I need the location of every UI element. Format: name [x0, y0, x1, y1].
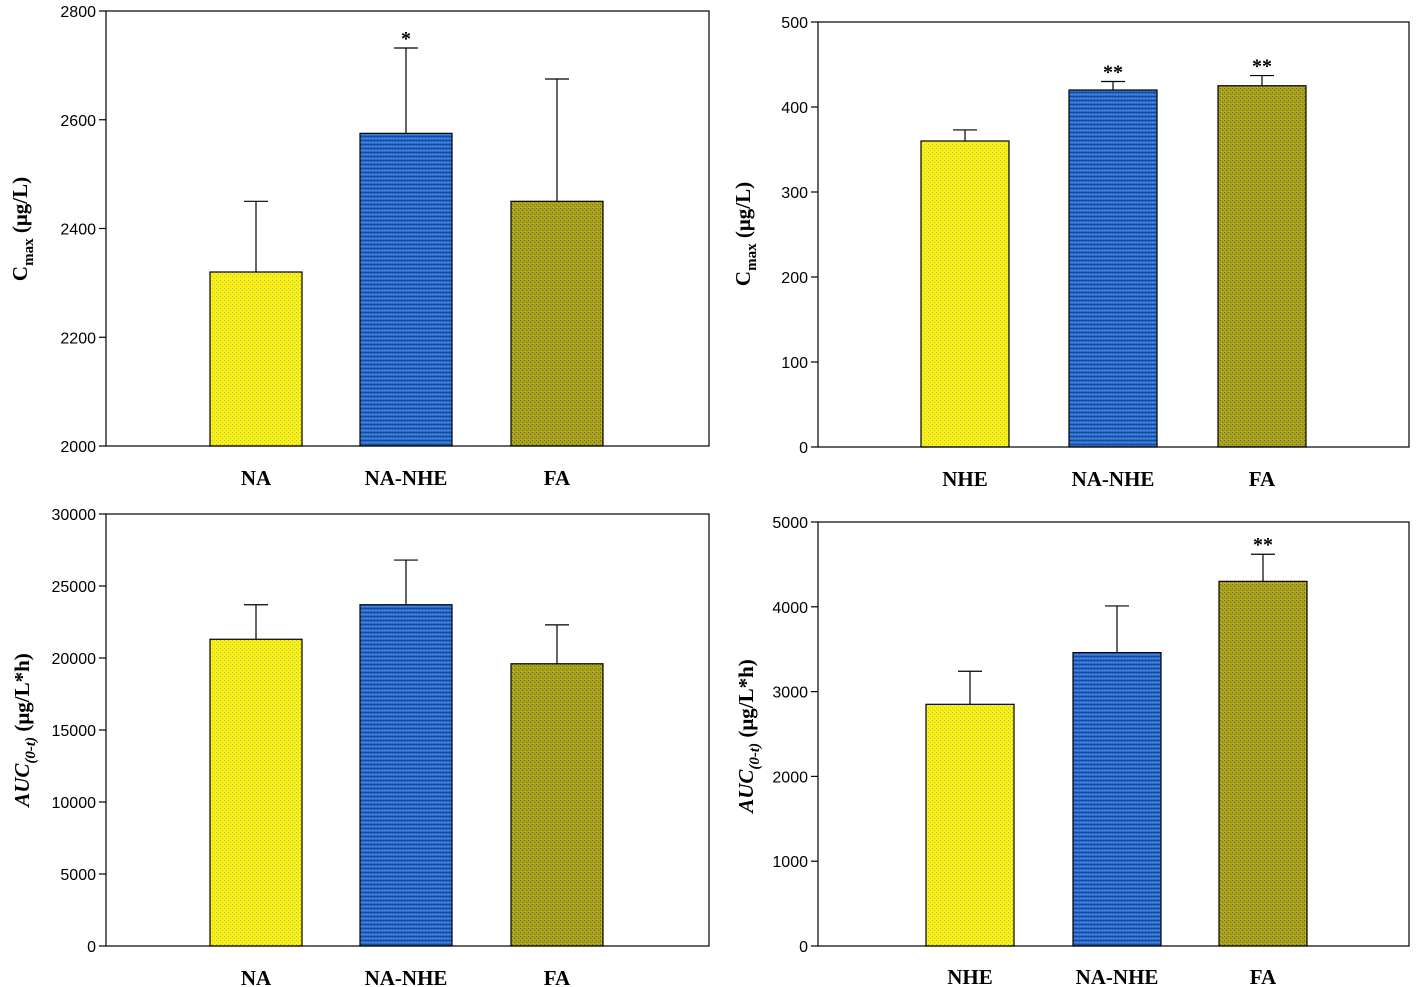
bar-na [209, 271, 303, 447]
y-axis-label-unit: (μg/L*h) [10, 653, 34, 737]
y-tick-label: 2000 [772, 769, 808, 786]
x-tick-label: NA [241, 966, 272, 987]
y-tick-label: 400 [781, 100, 808, 117]
y-tick-label: 100 [781, 355, 808, 372]
y-axis-label-unit: (μg/L*h) [734, 659, 758, 743]
y-tick-label: 2400 [60, 222, 96, 239]
y-tick-label: 0 [799, 939, 808, 956]
panel-auc-na: AUC(0-t) (μg/L*h) NA NA-NHE FA 0 5000 10000 15… [10, 507, 710, 987]
y-axis-label-sub: (0-t) [747, 743, 763, 770]
panel-cmax-nhe: Cmax (μg/L) NHE ** NA-NHE ** FA 0 100 200 300 400… [731, 15, 1410, 491]
bar-fa [1217, 85, 1307, 448]
y-axis-label-unit: (μg/L) [731, 182, 755, 243]
y-tick-label: 1000 [772, 854, 808, 871]
bar-fa [1218, 580, 1308, 947]
x-tick-label: FA [544, 466, 571, 490]
y-tick-label: 20000 [52, 651, 97, 668]
bar-fa [510, 200, 604, 447]
panel-auc-nhe: AUC(0-t) (μg/L*h) NHE NA-NHE ** FA 0 1000 2000… [734, 515, 1410, 987]
significance-marker: * [401, 28, 411, 50]
x-tick-label: FA [544, 966, 571, 987]
y-tick-label: 30000 [52, 507, 97, 524]
y-axis-label: AUC(0-t) (μg/L*h) [10, 653, 39, 809]
bar-na-nhe [1068, 89, 1158, 448]
y-tick-label: 2800 [60, 4, 96, 21]
y-tick-label: 300 [781, 185, 808, 202]
y-axis-label-unit: (μg/L) [8, 177, 32, 238]
y-tick-label: 200 [781, 270, 808, 287]
significance-marker: ** [1103, 62, 1123, 84]
y-axis-label-main: AUC [734, 769, 758, 815]
y-tick-label: 2000 [60, 439, 96, 456]
y-tick-label: 3000 [772, 685, 808, 702]
y-tick-label: 5000 [772, 515, 808, 532]
x-tick-label: NA-NHE [365, 966, 448, 987]
y-tick-label: 4000 [772, 600, 808, 617]
x-tick-label: NA [241, 466, 272, 490]
significance-marker: ** [1253, 534, 1273, 556]
significance-marker: ** [1252, 56, 1272, 78]
y-axis-label-main: C [8, 266, 32, 281]
bar-na-nhe [1072, 651, 1162, 947]
x-tick-label: NA-NHE [1076, 965, 1159, 987]
bar-nhe [920, 140, 1010, 448]
y-tick-label: 10000 [52, 795, 97, 812]
bar-na [209, 638, 303, 947]
y-axis-label: Cmax (μg/L) [8, 177, 37, 281]
y-axis-label: Cmax (μg/L) [731, 182, 760, 286]
y-axis-label: AUC(0-t) (μg/L*h) [734, 659, 763, 815]
bar-na-nhe [359, 132, 453, 447]
y-tick-label: 0 [87, 939, 96, 956]
y-axis-label-main: AUC [10, 763, 34, 809]
y-tick-label: 25000 [52, 579, 97, 596]
x-tick-label: FA [1250, 965, 1277, 987]
x-tick-label: NHE [942, 467, 988, 491]
y-tick-label: 500 [781, 15, 808, 32]
y-axis-label-sub: max [21, 238, 37, 266]
y-axis-label-sub: (0-t) [23, 737, 39, 764]
bar-na-nhe [359, 604, 453, 947]
plot-frame [817, 521, 1410, 947]
x-tick-label: NHE [947, 965, 993, 987]
y-tick-label: 2600 [60, 113, 96, 130]
y-axis-label-main: C [731, 271, 755, 286]
panel-cmax-na: Cmax (μg/L) NA * NA-NHE FA 2000 2200 2400 2600 2… [8, 4, 710, 490]
y-tick-label: 0 [799, 440, 808, 457]
y-tick-label: 2200 [60, 330, 96, 347]
plot-frame [817, 21, 1410, 448]
x-tick-label: NA-NHE [365, 466, 448, 490]
x-tick-label: FA [1249, 467, 1276, 491]
x-tick-label: NA-NHE [1072, 467, 1155, 491]
bar-nhe [925, 703, 1015, 947]
bar-fa [510, 663, 604, 947]
y-tick-label: 15000 [52, 723, 97, 740]
y-tick-label: 5000 [60, 867, 96, 884]
y-axis-label-sub: max [744, 243, 760, 271]
